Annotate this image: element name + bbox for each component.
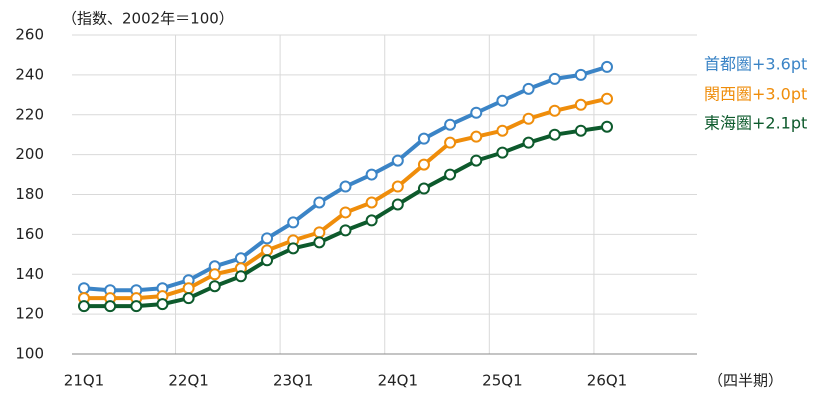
point [391,180,404,193]
point [522,82,535,95]
point [470,154,483,167]
point [287,216,300,229]
y-tick-label: 180 [15,185,44,203]
point [391,198,404,211]
point [339,206,352,219]
point [496,146,509,159]
point [601,120,613,133]
point [417,132,430,145]
point [496,124,509,137]
point [574,68,587,81]
y-tick-label: 140 [15,265,44,283]
point [548,104,561,117]
point [208,280,221,293]
point [444,168,457,181]
x-tick-label: 23Q1 [273,372,313,390]
series-line [83,64,608,293]
point [234,270,247,283]
point [470,130,483,143]
point [391,154,404,167]
legend-label: 関西圏+3.0pt [704,85,807,104]
x-axis-label: （四半期） [708,372,783,390]
point [234,252,247,265]
point [601,92,613,105]
legend-label: 首都圏+3.6pt [704,55,807,74]
x-tick-label: 24Q1 [378,372,418,390]
point [78,282,90,295]
point [130,300,143,313]
point [548,72,561,85]
point [365,168,378,181]
point [444,118,457,131]
point [470,106,483,119]
point [313,236,326,249]
point [261,244,274,257]
point [365,214,378,227]
point [339,224,352,237]
x-tick-label: 21Q1 [64,372,104,390]
chart-title: （指数、2002年＝100） [62,10,234,28]
y-tick-label: 100 [15,345,44,363]
point [444,136,457,149]
legend-label: 東海圏+2.1pt [704,114,807,133]
point [339,180,352,193]
x-tick-label: 26Q1 [587,372,627,390]
series-line [84,96,608,301]
point [261,232,274,245]
point [261,254,274,267]
point [548,128,561,141]
y-tick-label: 240 [15,65,44,83]
point [522,112,535,125]
point [574,124,587,137]
x-tick-label: 25Q1 [482,372,522,390]
point [208,268,221,281]
point [182,282,195,295]
point [287,242,300,255]
x-tick-label: 22Q1 [168,372,208,390]
point [417,158,430,171]
point [574,98,587,111]
y-tick-label: 120 [15,305,44,323]
point [417,182,430,195]
y-tick-label: 260 [15,26,44,44]
point [601,60,613,73]
point [365,196,378,209]
point [313,196,326,209]
point [78,300,90,313]
point [313,226,326,239]
point [496,94,509,107]
point [522,136,535,149]
y-tick-label: 160 [15,225,44,243]
point [156,298,169,311]
point [104,300,117,313]
y-tick-label: 200 [15,145,44,163]
point [182,292,195,305]
y-tick-label: 220 [15,105,44,123]
